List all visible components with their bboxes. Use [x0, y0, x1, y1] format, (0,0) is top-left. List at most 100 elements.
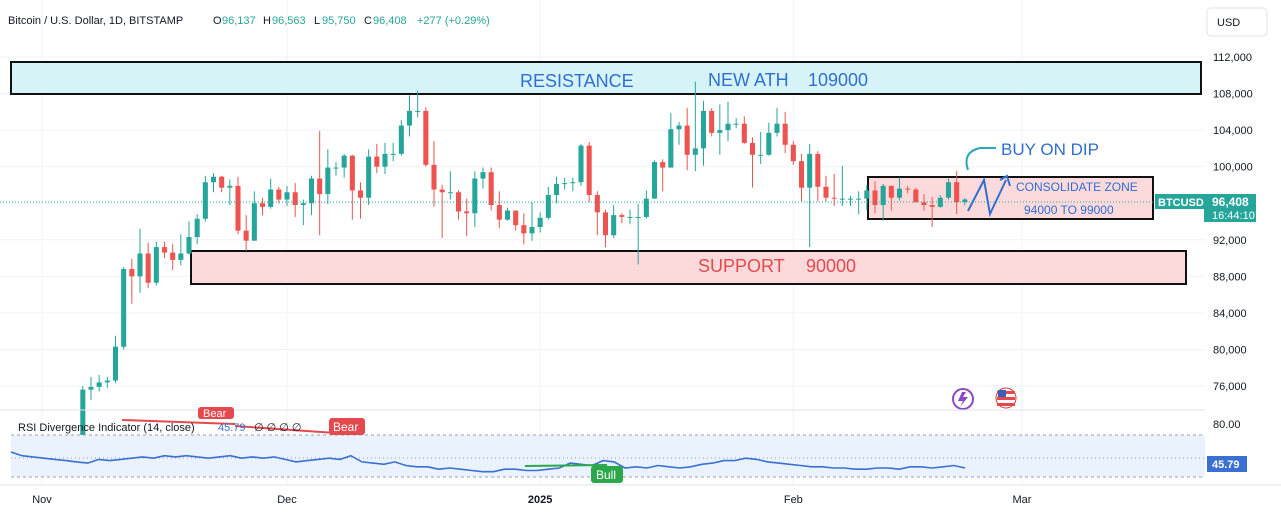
candle[interactable]: [676, 121, 682, 145]
candle[interactable]: [896, 177, 903, 201]
candle[interactable]: [815, 151, 821, 202]
candle[interactable]: [488, 167, 494, 211]
candle[interactable]: [202, 175, 208, 222]
candle[interactable]: [627, 209, 633, 225]
candle[interactable]: [880, 184, 886, 221]
candle[interactable]: [717, 104, 723, 155]
candle[interactable]: [496, 191, 502, 228]
candle[interactable]: [945, 178, 952, 200]
replay-icon[interactable]: [952, 388, 974, 410]
candle[interactable]: [194, 214, 200, 245]
candle[interactable]: [129, 258, 135, 304]
candle[interactable]: [831, 173, 837, 206]
candle[interactable]: [88, 376, 94, 400]
candle[interactable]: [790, 141, 796, 165]
candle[interactable]: [170, 244, 176, 270]
candle[interactable]: [954, 171, 960, 215]
candle[interactable]: [455, 190, 462, 220]
candle[interactable]: [888, 185, 894, 211]
resistance-zone[interactable]: [10, 61, 1202, 95]
candle[interactable]: [660, 159, 666, 192]
candle[interactable]: [692, 81, 698, 172]
candle[interactable]: [480, 167, 486, 189]
candle[interactable]: [145, 242, 151, 289]
candle[interactable]: [847, 195, 854, 206]
candle[interactable]: [464, 198, 470, 237]
candle[interactable]: [431, 141, 437, 207]
candle[interactable]: [823, 175, 829, 202]
candle[interactable]: [545, 186, 551, 220]
candle[interactable]: [684, 108, 690, 171]
candle[interactable]: [749, 137, 756, 188]
candle[interactable]: [521, 213, 527, 245]
candle[interactable]: [798, 153, 805, 202]
candle[interactable]: [406, 95, 413, 137]
candle[interactable]: [349, 154, 355, 220]
consolidate-zone[interactable]: [867, 176, 1154, 220]
candle[interactable]: [382, 142, 388, 174]
candle[interactable]: [504, 207, 511, 221]
candle[interactable]: [333, 162, 339, 176]
candle[interactable]: [619, 213, 625, 224]
candle[interactable]: [96, 375, 102, 392]
currency-button[interactable]: [1206, 7, 1268, 37]
candle[interactable]: [513, 210, 519, 231]
candle[interactable]: [366, 149, 372, 206]
candle[interactable]: [594, 191, 600, 236]
candle[interactable]: [913, 187, 919, 203]
candle[interactable]: [668, 112, 674, 168]
candle[interactable]: [374, 143, 380, 174]
candle[interactable]: [153, 241, 159, 286]
candle[interactable]: [341, 153, 347, 178]
candle[interactable]: [317, 131, 323, 236]
candle[interactable]: [962, 198, 968, 206]
candle[interactable]: [643, 190, 649, 219]
candle[interactable]: [782, 111, 788, 153]
candle[interactable]: [439, 184, 445, 238]
candle[interactable]: [905, 185, 911, 194]
candle[interactable]: [937, 194, 943, 208]
candle[interactable]: [251, 191, 257, 241]
candle[interactable]: [357, 182, 364, 219]
candle[interactable]: [219, 175, 225, 193]
candle[interactable]: [758, 131, 764, 164]
support-zone[interactable]: [190, 250, 1187, 285]
candle[interactable]: [235, 176, 241, 235]
candle[interactable]: [308, 175, 315, 216]
candle[interactable]: [121, 267, 127, 350]
candle[interactable]: [276, 186, 282, 204]
candle[interactable]: [766, 122, 772, 156]
candle[interactable]: [415, 90, 421, 118]
candle[interactable]: [284, 185, 290, 206]
candle[interactable]: [472, 171, 478, 227]
candle[interactable]: [137, 228, 143, 293]
us-flag-icon[interactable]: [995, 387, 1017, 409]
candle[interactable]: [586, 141, 592, 203]
candle[interactable]: [856, 191, 862, 215]
candle[interactable]: [112, 335, 119, 384]
candle[interactable]: [611, 205, 617, 238]
candle[interactable]: [725, 101, 731, 142]
candle[interactable]: [292, 183, 298, 217]
candle[interactable]: [578, 143, 584, 186]
candle[interactable]: [709, 108, 715, 137]
candle[interactable]: [602, 209, 609, 248]
candle[interactable]: [268, 178, 274, 209]
candle[interactable]: [651, 160, 658, 199]
candle[interactable]: [390, 142, 396, 162]
candle[interactable]: [929, 196, 935, 227]
candle[interactable]: [227, 179, 233, 206]
candle[interactable]: [872, 181, 878, 214]
candle[interactable]: [161, 241, 168, 259]
candle[interactable]: [104, 376, 110, 388]
candle[interactable]: [186, 221, 192, 255]
candle[interactable]: [839, 165, 845, 206]
candle[interactable]: [562, 177, 568, 190]
candle[interactable]: [529, 202, 535, 241]
price-axis[interactable]: 112,000108,000104,000100,00096,00092,000…: [1213, 52, 1253, 393]
candle[interactable]: [553, 176, 560, 204]
candle[interactable]: [398, 120, 404, 156]
candle[interactable]: [325, 149, 331, 205]
candle[interactable]: [447, 171, 453, 200]
candle[interactable]: [741, 116, 747, 144]
